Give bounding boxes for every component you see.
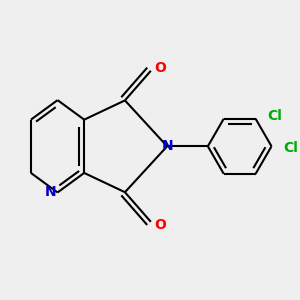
Text: Cl: Cl xyxy=(267,109,282,123)
Text: N: N xyxy=(161,139,173,153)
Text: N: N xyxy=(44,185,56,200)
Text: O: O xyxy=(154,61,166,75)
Text: Cl: Cl xyxy=(284,141,298,155)
Text: O: O xyxy=(154,218,166,232)
